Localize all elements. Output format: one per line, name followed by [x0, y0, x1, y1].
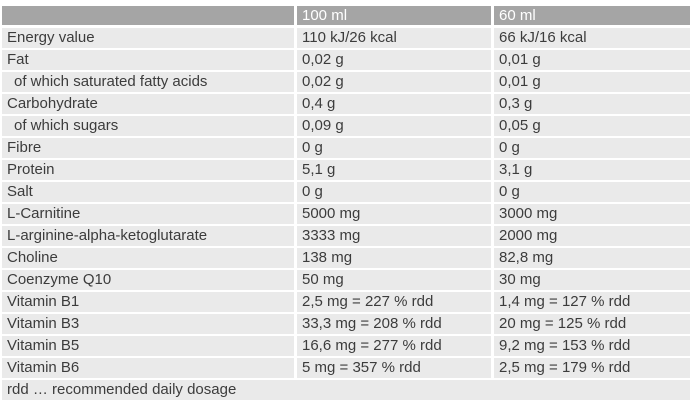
row-label: Vitamin B5 — [2, 336, 294, 358]
row-label: L-arginine-alpha-ketoglutarate — [2, 226, 294, 248]
table-row: Fat 0,02 g 0,01 g — [2, 50, 690, 72]
row-label: of which saturated fatty acids — [2, 72, 294, 94]
row-label: Coenzyme Q10 — [2, 270, 294, 292]
value-100ml-cell: 0,09 g — [294, 116, 491, 138]
table-row: of which saturated fatty acids 0,02 g 0,01… — [2, 72, 690, 94]
header-cell-label — [2, 6, 294, 28]
value-60ml-cell: 0,05 g — [491, 116, 690, 138]
row-label: Choline — [2, 248, 294, 270]
row-label: Salt — [2, 182, 294, 204]
header-cell-100ml: 100 ml — [294, 6, 491, 28]
table-header-row: 100 ml 60 ml — [2, 6, 690, 28]
row-label: Vitamin B6 — [2, 358, 294, 380]
value-60ml-cell: 0,01 g — [491, 50, 690, 72]
value-60ml-cell: 3,1 g — [491, 160, 690, 182]
value-100ml-cell: 5,1 g — [294, 160, 491, 182]
value-100ml-cell: 16,6 mg = 277 % rdd — [294, 336, 491, 358]
table-row: L-Carnitine 5000 mg 3000 mg — [2, 204, 690, 226]
header-cell-60ml: 60 ml — [491, 6, 690, 28]
value-60ml-cell: 9,2 mg = 153 % rdd — [491, 336, 690, 358]
value-60ml-cell: 2,5 mg = 179 % rdd — [491, 358, 690, 380]
table-footer-row: rdd … recommended daily dosage — [2, 380, 690, 402]
value-100ml-cell: 50 mg — [294, 270, 491, 292]
value-60ml-cell: 0,01 g — [491, 72, 690, 94]
row-label: Energy value — [2, 28, 294, 50]
table-row: Coenzyme Q10 50 mg 30 mg — [2, 270, 690, 292]
table-row: Vitamin B5 16,6 mg = 277 % rdd 9,2 mg = 15… — [2, 336, 690, 358]
table-row: L-arginine-alpha-ketoglutarate 3333 mg 200… — [2, 226, 690, 248]
value-60ml-cell: 2000 mg — [491, 226, 690, 248]
value-60ml-cell: 30 mg — [491, 270, 690, 292]
footer-note: rdd … recommended daily dosage — [2, 380, 690, 402]
value-100ml-cell: 0,02 g — [294, 50, 491, 72]
value-60ml-cell: 20 mg = 125 % rdd — [491, 314, 690, 336]
table-row: Vitamin B6 5 mg = 357 % rdd 2,5 mg = 179 %… — [2, 358, 690, 380]
table-row: Energy value 110 kJ/26 kcal 66 kJ/16 kcal — [2, 28, 690, 50]
value-100ml-cell: 2,5 mg = 227 % rdd — [294, 292, 491, 314]
value-60ml-cell: 82,8 mg — [491, 248, 690, 270]
row-label: Fat — [2, 50, 294, 72]
value-100ml-cell: 3333 mg — [294, 226, 491, 248]
value-100ml-cell: 5000 mg — [294, 204, 491, 226]
value-100ml-cell: 5 mg = 357 % rdd — [294, 358, 491, 380]
row-label: L-Carnitine — [2, 204, 294, 226]
value-100ml-cell: 0,02 g — [294, 72, 491, 94]
table-row: Vitamin B1 2,5 mg = 227 % rdd 1,4 mg = 127… — [2, 292, 690, 314]
row-label: of which sugars — [2, 116, 294, 138]
value-100ml-cell: 0 g — [294, 138, 491, 160]
row-label: Vitamin B1 — [2, 292, 294, 314]
value-60ml-cell: 0 g — [491, 138, 690, 160]
value-100ml-cell: 0,4 g — [294, 94, 491, 116]
value-100ml-cell: 0 g — [294, 182, 491, 204]
table-row: of which sugars 0,09 g 0,05 g — [2, 116, 690, 138]
value-100ml-cell: 138 mg — [294, 248, 491, 270]
value-60ml-cell: 0 g — [491, 182, 690, 204]
row-label: Fibre — [2, 138, 294, 160]
value-60ml-cell: 66 kJ/16 kcal — [491, 28, 690, 50]
value-60ml-cell: 1,4 mg = 127 % rdd — [491, 292, 690, 314]
table-row: Vitamin B3 33,3 mg = 208 % rdd 20 mg = 125… — [2, 314, 690, 336]
table-row: Carbohydrate 0,4 g 0,3 g — [2, 94, 690, 116]
value-100ml-cell: 110 kJ/26 kcal — [294, 28, 491, 50]
table-row: Choline 138 mg 82,8 mg — [2, 248, 690, 270]
row-label: Protein — [2, 160, 294, 182]
row-label: Carbohydrate — [2, 94, 294, 116]
table-row: Protein 5,1 g 3,1 g — [2, 160, 690, 182]
row-label: Vitamin B3 — [2, 314, 294, 336]
value-100ml-cell: 33,3 mg = 208 % rdd — [294, 314, 491, 336]
value-60ml-cell: 0,3 g — [491, 94, 690, 116]
value-60ml-cell: 3000 mg — [491, 204, 690, 226]
nutrition-table: 100 ml 60 ml Energy value 110 kJ/26 kcal 6… — [2, 6, 690, 402]
